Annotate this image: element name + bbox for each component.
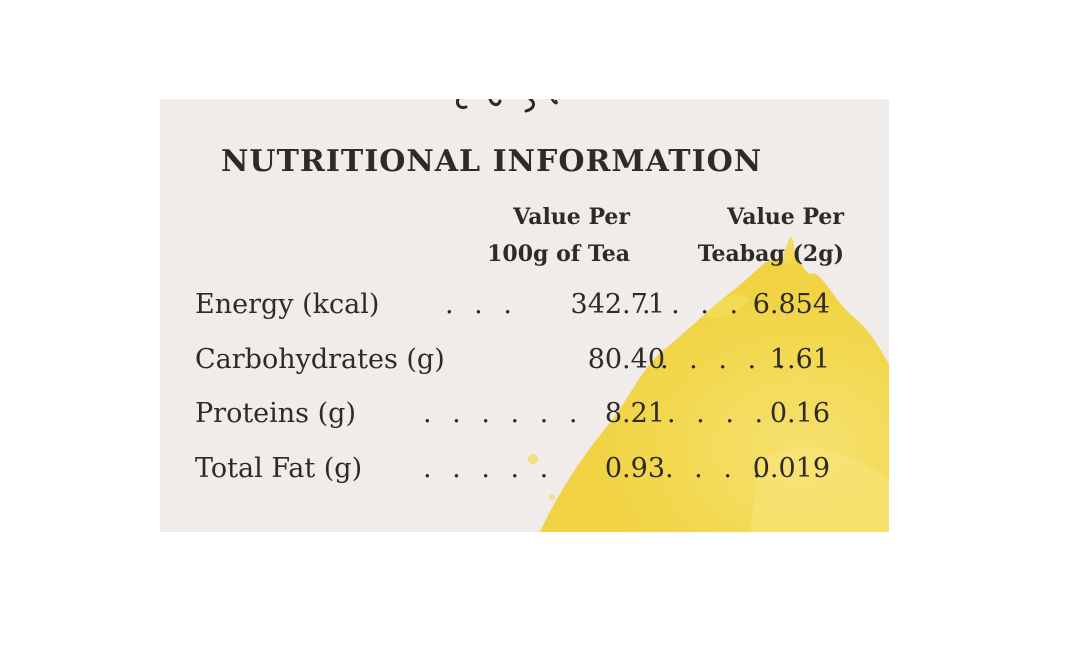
column-header-line: 100g of Tea bbox=[487, 241, 630, 267]
dot-leader: . . . . bbox=[642, 289, 745, 320]
dot-leader: . . . . bbox=[665, 453, 768, 484]
dot-leader: . . . . bbox=[667, 398, 770, 429]
dot-leader: . . . bbox=[445, 289, 518, 320]
value-per-100g: 8.21 bbox=[604, 398, 665, 429]
dot-leader: . . . . . bbox=[660, 344, 792, 375]
decorative-script-remnant bbox=[456, 99, 558, 113]
nutrient-name: Energy (kcal) bbox=[195, 289, 380, 320]
value-per-teabag: 6.854 bbox=[752, 289, 830, 320]
nutrient-row-carbohydrates: Carbohydrates (g) 80.40 . . . . . 1.61 bbox=[195, 344, 830, 384]
column-header-line: Teabag (2g) bbox=[697, 241, 844, 267]
value-per-100g: 342.71 bbox=[570, 289, 665, 320]
nutrient-row-proteins: Proteins (g) . . . . . . 8.21 . . . . 0.… bbox=[195, 398, 830, 438]
value-per-teabag: 0.16 bbox=[769, 398, 830, 429]
yellow-watercolor-decoration bbox=[528, 237, 889, 532]
nutrition-label-card: NUTRITIONAL INFORMATION Value Per 100g o… bbox=[160, 99, 889, 532]
nutrient-row-total-fat: Total Fat (g) . . . . . 0.93 . . . . 0.0… bbox=[195, 453, 830, 493]
value-per-teabag: 0.019 bbox=[752, 453, 830, 484]
nutrient-name: Total Fat (g) bbox=[195, 453, 363, 484]
column-header-line: Value Per bbox=[727, 204, 844, 230]
nutrient-name: Proteins (g) bbox=[195, 398, 356, 429]
column-header-per-100g: Value Per 100g of Tea bbox=[420, 199, 630, 273]
dot-leader: . . . . . bbox=[423, 453, 555, 484]
nutrient-name: Carbohydrates (g) bbox=[195, 344, 445, 375]
value-per-100g: 0.93 bbox=[604, 453, 665, 484]
nutrition-title: NUTRITIONAL INFORMATION bbox=[221, 144, 763, 179]
nutrient-row-energy: Energy (kcal) . . . 342.71 . . . . 6.854 bbox=[195, 289, 830, 329]
value-per-teabag: 1.61 bbox=[769, 344, 830, 375]
column-header-line: Value Per bbox=[513, 204, 630, 230]
column-header-per-teabag: Value Per Teabag (2g) bbox=[638, 199, 844, 273]
value-per-100g: 80.40 bbox=[587, 344, 665, 375]
dot-leader: . . . . . . bbox=[423, 398, 584, 429]
